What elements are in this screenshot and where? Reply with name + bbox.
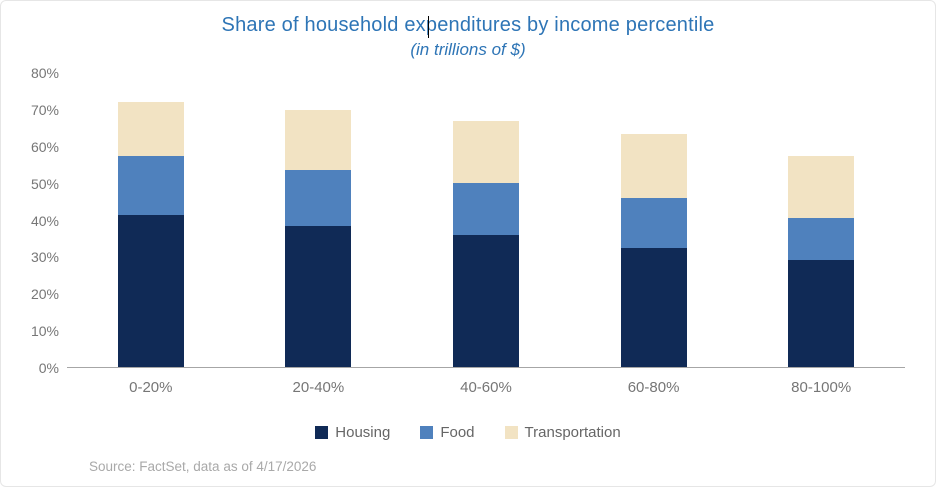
bar-segment-food (788, 218, 855, 261)
legend-swatch (420, 426, 434, 439)
bar-segment-food (620, 197, 687, 248)
legend-label: Food (440, 424, 475, 441)
bar-segment-food (452, 183, 519, 235)
source-note: Source: FactSet, data as of 4/17/2026 (89, 459, 317, 474)
stacked-bar (285, 73, 352, 367)
bar-segment-transportation (117, 102, 184, 156)
bar-column (402, 73, 570, 367)
bar-segment-transportation (285, 109, 352, 171)
legend-item-transportation: Transportation (504, 424, 621, 441)
y-tick-label: 20% (30, 286, 59, 303)
legend-label: Transportation (524, 424, 621, 441)
chart-subtitle: (in trillions of $) (410, 40, 526, 59)
y-tick-label: 30% (30, 249, 59, 266)
y-tick-label: 70% (30, 101, 59, 118)
bar-column (570, 73, 738, 367)
y-axis: 0% 10% 20% 30% 40% 50% 60% 70% 80% (7, 66, 59, 375)
bar-column (235, 73, 403, 367)
legend-swatch (315, 426, 329, 439)
legend-swatch (504, 426, 518, 439)
x-tick-label: 0-20% (129, 379, 173, 396)
chart-title: Share of household expenditures by incom… (221, 14, 715, 36)
y-tick-label: 10% (30, 323, 59, 340)
text-cursor (428, 16, 429, 38)
bars-container (67, 73, 905, 367)
bar-segment-housing (452, 234, 519, 367)
plot-area (67, 73, 905, 368)
y-tick-label: 80% (30, 65, 59, 81)
bar-segment-transportation (620, 133, 687, 198)
bar-column (737, 73, 905, 367)
y-tick-label: 0% (38, 360, 59, 376)
stacked-bar (620, 73, 687, 367)
bar-segment-housing (117, 214, 184, 367)
x-tick-label: 60-80% (627, 379, 680, 396)
bar-column (67, 73, 235, 367)
legend: Housing Food Transportation (1, 424, 935, 441)
x-tick-label: 20-40% (292, 379, 345, 396)
bar-segment-housing (620, 247, 687, 367)
y-tick-label: 60% (30, 138, 59, 155)
x-axis: 0-20% 20-40% 40-60% 60-80% 80-100% (67, 379, 905, 396)
x-tick-label: 40-60% (460, 379, 512, 396)
bar-segment-transportation (452, 120, 519, 184)
stacked-bar (788, 73, 855, 367)
bar-segment-housing (285, 225, 352, 367)
stacked-bar (452, 73, 519, 367)
x-tick-label: 80-100% (791, 379, 852, 396)
bar-segment-food (117, 155, 184, 215)
bar-segment-transportation (788, 155, 855, 219)
bar-segment-food (285, 170, 352, 226)
y-tick-label: 50% (30, 175, 59, 192)
bar-segment-housing (788, 260, 855, 367)
legend-label: Housing (335, 424, 391, 441)
stacked-bar (117, 73, 184, 367)
legend-item-food: Food (420, 424, 475, 441)
legend-item-housing: Housing (315, 424, 390, 441)
title-block: Share of household expenditures by incom… (1, 14, 935, 60)
y-tick-label: 40% (30, 212, 59, 229)
